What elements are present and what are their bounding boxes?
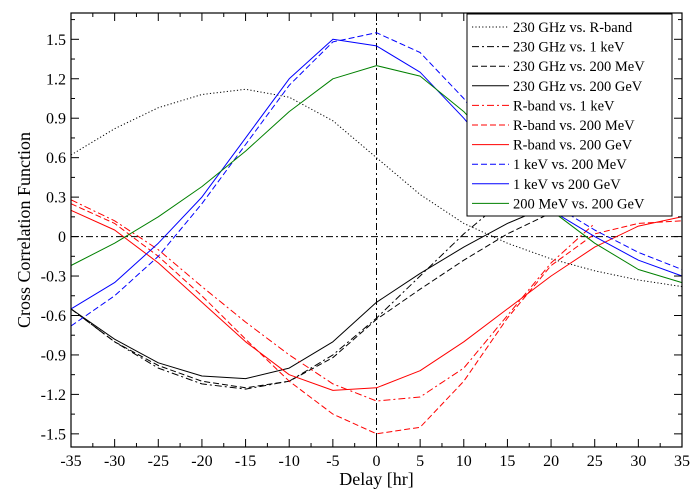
y-tick-label: -0.9 xyxy=(41,347,66,364)
x-tick-label: -25 xyxy=(148,453,169,470)
x-tick-label: 35 xyxy=(674,453,690,470)
y-tick-label: -1.5 xyxy=(41,426,66,443)
legend-label: 230 GHz vs. 200 MeV xyxy=(513,59,645,75)
x-tick-label: 30 xyxy=(630,453,646,470)
x-tick-label: -15 xyxy=(235,453,256,470)
legend: 230 GHz vs. R-band 230 GHz vs. 1 keV 230 G… xyxy=(466,13,673,217)
y-tick-label: 0.9 xyxy=(46,111,66,128)
y-tick-label: 0 xyxy=(58,229,66,246)
x-tick-label: -5 xyxy=(326,453,339,470)
y-tick-label: 1.5 xyxy=(46,32,66,49)
legend-label: 1 keV vs 200 GeV xyxy=(513,177,621,193)
x-tick-label: -10 xyxy=(279,453,300,470)
series-line-230-ghz-vs-r-band xyxy=(70,88,683,288)
x-tick-label: -30 xyxy=(104,453,125,470)
legend-label: 230 GHz vs. R-band xyxy=(513,20,633,36)
x-axis-ticks: -35 -30 -25 -20 -15 -10 -5 0 5 10 15 20 25 30 35 xyxy=(60,13,690,470)
x-tick-label: 5 xyxy=(416,453,424,470)
series-line-r-band-vs-200-gev xyxy=(70,209,683,391)
legend-label: 230 GHz vs. 200 GeV xyxy=(513,79,643,95)
legend-box xyxy=(466,13,673,217)
x-axis-title: Delay [hr] xyxy=(339,469,413,489)
legend-label: 230 GHz vs. 1 keV xyxy=(513,40,625,56)
legend-label: R-band vs. 200 GeV xyxy=(513,138,633,154)
series-line-230-ghz-vs-1-kev xyxy=(70,196,508,390)
series-line-1-kev-vs-200-gev xyxy=(70,38,683,310)
series-line-230-ghz-vs-200-gev xyxy=(70,204,552,380)
legend-label: 1 keV vs. 200 MeV xyxy=(513,157,627,173)
y-axis-ticks: -1.5 -1.2 -0.9 -0.6 -0.3 0 0.3 0.6 0.9 1.2 1.5 xyxy=(41,19,682,443)
y-axis-title: Cross Correlation Function xyxy=(14,132,34,328)
series-line-200-mev-vs-200-gev xyxy=(70,65,683,284)
series-layer xyxy=(70,32,683,435)
y-tick-label: -0.3 xyxy=(41,269,66,286)
series-line-r-band-vs-1-kev xyxy=(70,199,596,402)
legend-label: R-band vs. 200 MeV xyxy=(513,118,635,134)
y-tick-label: -0.6 xyxy=(41,308,66,325)
x-tick-label: 15 xyxy=(499,453,515,470)
y-tick-label: -1.2 xyxy=(41,387,66,404)
reference-lines xyxy=(71,13,682,447)
x-tick-label: 20 xyxy=(543,453,559,470)
x-tick-label: -35 xyxy=(60,453,81,470)
series-line-1-kev-vs-200-mev xyxy=(70,32,683,327)
x-tick-label: -20 xyxy=(191,453,212,470)
legend-label: 200 MeV vs. 200 GeV xyxy=(513,196,645,212)
y-tick-label: 0.3 xyxy=(46,190,66,207)
legend-label: R-band vs. 1 keV xyxy=(513,98,615,114)
series-line-230-ghz-vs-200-mev xyxy=(70,212,552,389)
series-line-r-band-vs-200-mev xyxy=(70,203,683,435)
x-tick-label: 25 xyxy=(587,453,603,470)
y-tick-label: 0.6 xyxy=(46,150,66,167)
x-tick-label: 0 xyxy=(373,453,381,470)
y-tick-label: 1.2 xyxy=(46,71,66,88)
x-tick-label: 10 xyxy=(456,453,472,470)
